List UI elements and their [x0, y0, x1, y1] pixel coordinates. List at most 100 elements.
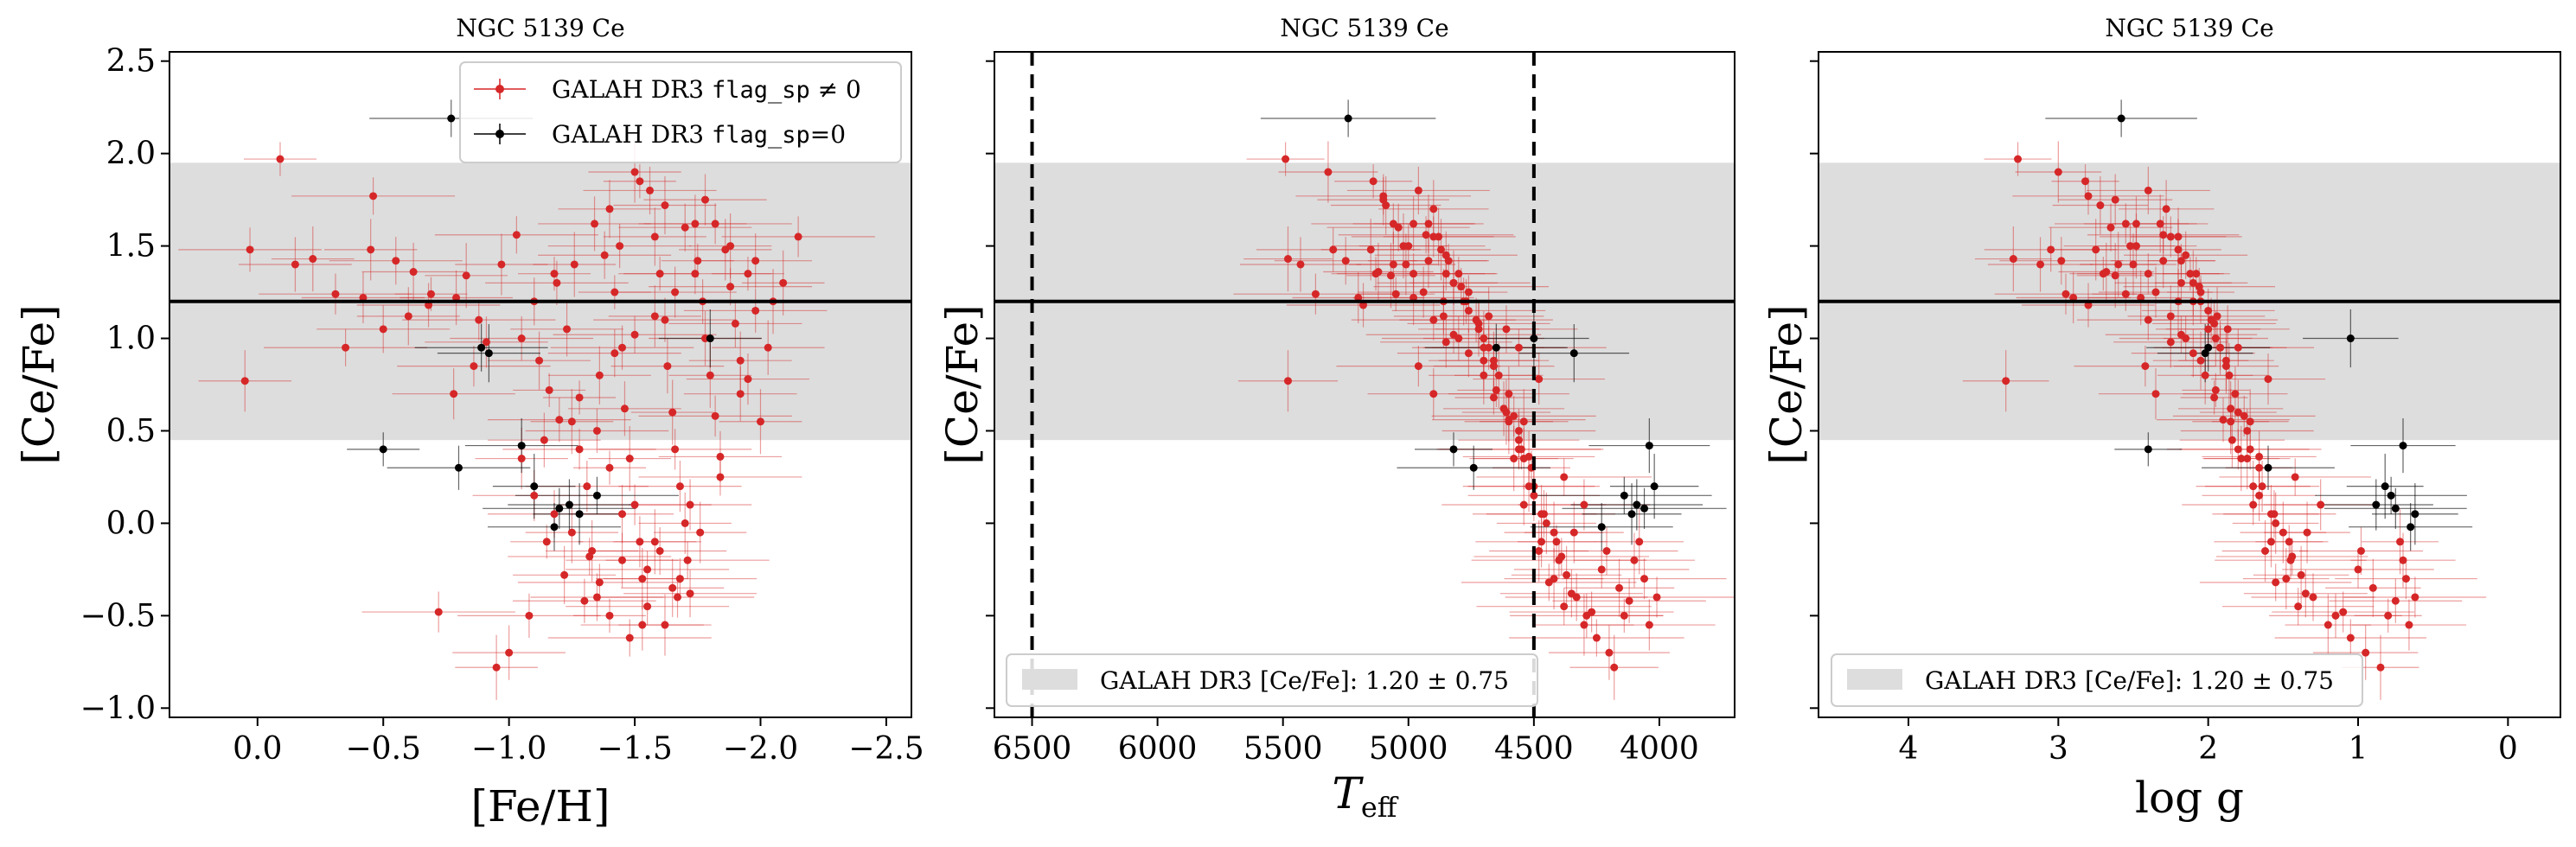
data-point [517, 455, 526, 463]
data-point [1620, 611, 1628, 620]
y-tick-label: 0.0 [106, 506, 156, 541]
data-point [1650, 482, 1659, 491]
data-point [1645, 621, 1653, 629]
data-point [1530, 491, 1538, 500]
data-point [580, 596, 589, 605]
data-point [575, 510, 584, 519]
data-point [2036, 260, 2045, 269]
legend-label: GALAH DR3 [Ce/Fe]: 1.20 ± 0.75 [1100, 666, 1509, 695]
data-point [2186, 270, 2195, 278]
data-point [2162, 205, 2170, 213]
data-point [1563, 570, 1571, 579]
data-point [661, 315, 669, 324]
data-point [1409, 293, 1418, 302]
data-point [1560, 602, 1569, 611]
legend-label: GALAH DR3 [552, 120, 712, 149]
data-point [2176, 278, 2185, 287]
data-point [2391, 504, 2400, 513]
data-point [2301, 589, 2310, 598]
data-point [530, 482, 539, 491]
x-tick-label: −1.0 [471, 731, 547, 767]
data-point [1414, 362, 1422, 371]
data-point [2372, 500, 2381, 509]
data-point [1550, 528, 1558, 537]
data-point [600, 251, 609, 259]
data-point [2201, 349, 2209, 358]
data-point [2106, 223, 2115, 232]
data-point [1519, 417, 1528, 426]
x-axis-label-main: T [1332, 768, 1364, 818]
data-point [1514, 436, 1523, 444]
data-point [2240, 411, 2248, 420]
data-point [1359, 301, 1368, 309]
data-point [595, 371, 604, 379]
data-point [1399, 242, 1408, 251]
data-point [696, 528, 705, 537]
data-point [1422, 231, 1430, 239]
panel-title: NGC 5139 Ce [1280, 14, 1448, 42]
data-point [540, 436, 548, 444]
data-point [591, 220, 599, 228]
data-point [379, 445, 387, 454]
data-point [1635, 538, 1644, 546]
data-point [630, 500, 639, 509]
data-point [530, 491, 539, 500]
data-point [2227, 404, 2235, 413]
data-point [1640, 575, 1649, 583]
x-tick-label: −0.5 [346, 731, 421, 767]
svg-text:GALAH DR3 flag_sp ≠ 0: GALAH DR3 flag_sp ≠ 0 [552, 75, 861, 104]
data-point [379, 325, 387, 334]
y-axis-label: [Ce/Fe] [937, 304, 988, 464]
data-point [291, 260, 299, 269]
data-point [484, 349, 493, 358]
points [2002, 114, 2419, 672]
legend-box [459, 61, 902, 163]
y-tick-label: −0.5 [80, 598, 156, 634]
data-point [2176, 257, 2185, 265]
data-point [2121, 220, 2130, 228]
data-point [1409, 220, 1418, 228]
data-point [2223, 325, 2232, 334]
data-point [1552, 538, 1561, 546]
data-point [2174, 232, 2183, 241]
data-point [2346, 334, 2355, 343]
data-point [1324, 168, 1333, 176]
data-point [1296, 260, 1305, 269]
data-point [426, 290, 435, 298]
data-point [1517, 445, 1525, 454]
data-point [1627, 510, 1636, 519]
data-point [650, 538, 659, 546]
data-point [359, 293, 368, 302]
panel-title: NGC 5139 Ce [456, 14, 624, 42]
data-point [686, 589, 694, 598]
data-point [2210, 393, 2219, 402]
data-point [1605, 648, 1614, 657]
legend-box [1831, 653, 2363, 707]
data-point [630, 168, 639, 176]
data-point [2092, 245, 2100, 254]
data-point [2368, 583, 2377, 592]
x-tick-label: 2 [2198, 731, 2218, 767]
data-point [2384, 611, 2393, 620]
data-point [477, 343, 486, 352]
data-point [2399, 556, 2407, 564]
axes-frame [994, 51, 1735, 718]
data-point [691, 270, 700, 278]
data-point [2401, 575, 2410, 583]
data-point [2231, 390, 2240, 398]
data-point [1441, 338, 1450, 347]
data-point [2084, 192, 2093, 201]
x-tick-label: 4 [1899, 731, 1919, 767]
data-point [592, 426, 601, 435]
data-point [1371, 270, 1380, 278]
data-point [2243, 455, 2252, 463]
data-point [2266, 510, 2275, 519]
data-point [2084, 301, 2093, 309]
data-point [1489, 356, 1498, 365]
data-point [2227, 417, 2235, 426]
data-point [555, 504, 564, 513]
data-point [1480, 334, 1488, 343]
data-point [367, 245, 375, 254]
data-point [425, 301, 433, 309]
data-point [616, 242, 624, 251]
